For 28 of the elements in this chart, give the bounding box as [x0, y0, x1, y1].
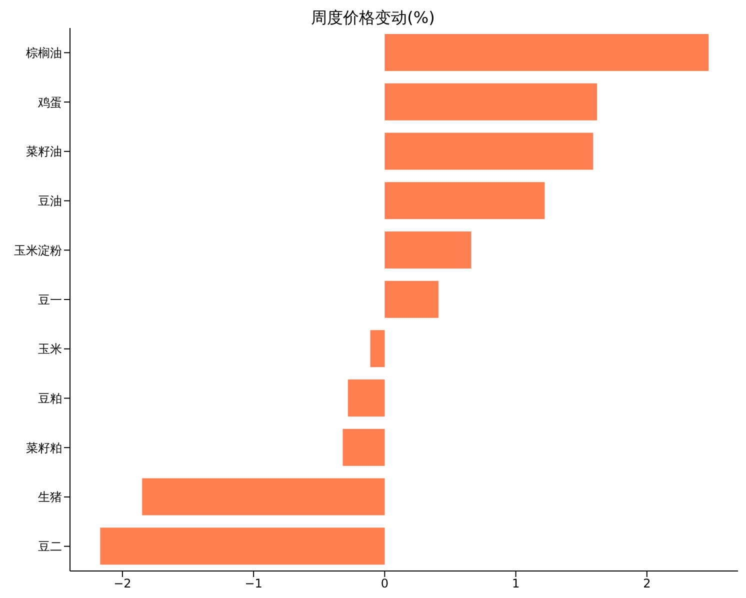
x-tick-label: −2	[114, 576, 132, 591]
bar	[384, 132, 594, 170]
bar	[142, 478, 385, 516]
y-tick-label: 棕榈油	[26, 46, 62, 60]
bar	[384, 83, 598, 120]
chart-title: 周度价格变动(%)	[310, 8, 436, 28]
y-tick-label: 豆油	[38, 194, 62, 208]
bar	[100, 528, 385, 565]
y-tick-label: 菜籽粕	[26, 440, 62, 455]
x-tick-label: 1	[512, 576, 520, 591]
y-tick-label: 鸡蛋	[37, 95, 62, 110]
y-tick-label: 玉米	[38, 342, 62, 356]
bar	[342, 428, 385, 466]
y-tick-label: 菜籽油	[26, 144, 62, 159]
bar	[348, 380, 385, 417]
bar	[384, 231, 472, 268]
bar	[384, 182, 545, 220]
y-tick-label: 玉米淀粉	[14, 243, 62, 258]
bar	[384, 34, 709, 71]
x-tick-label: 0	[380, 576, 388, 591]
x-tick-label: −1	[244, 576, 262, 591]
y-tick-label: 豆二	[38, 540, 62, 554]
bar	[384, 280, 438, 318]
bar	[370, 330, 385, 368]
x-tick-label: 2	[643, 576, 651, 591]
y-tick-label: 豆一	[38, 292, 62, 307]
y-tick-label: 豆粕	[38, 391, 62, 406]
y-tick-label: 生猪	[38, 490, 62, 504]
